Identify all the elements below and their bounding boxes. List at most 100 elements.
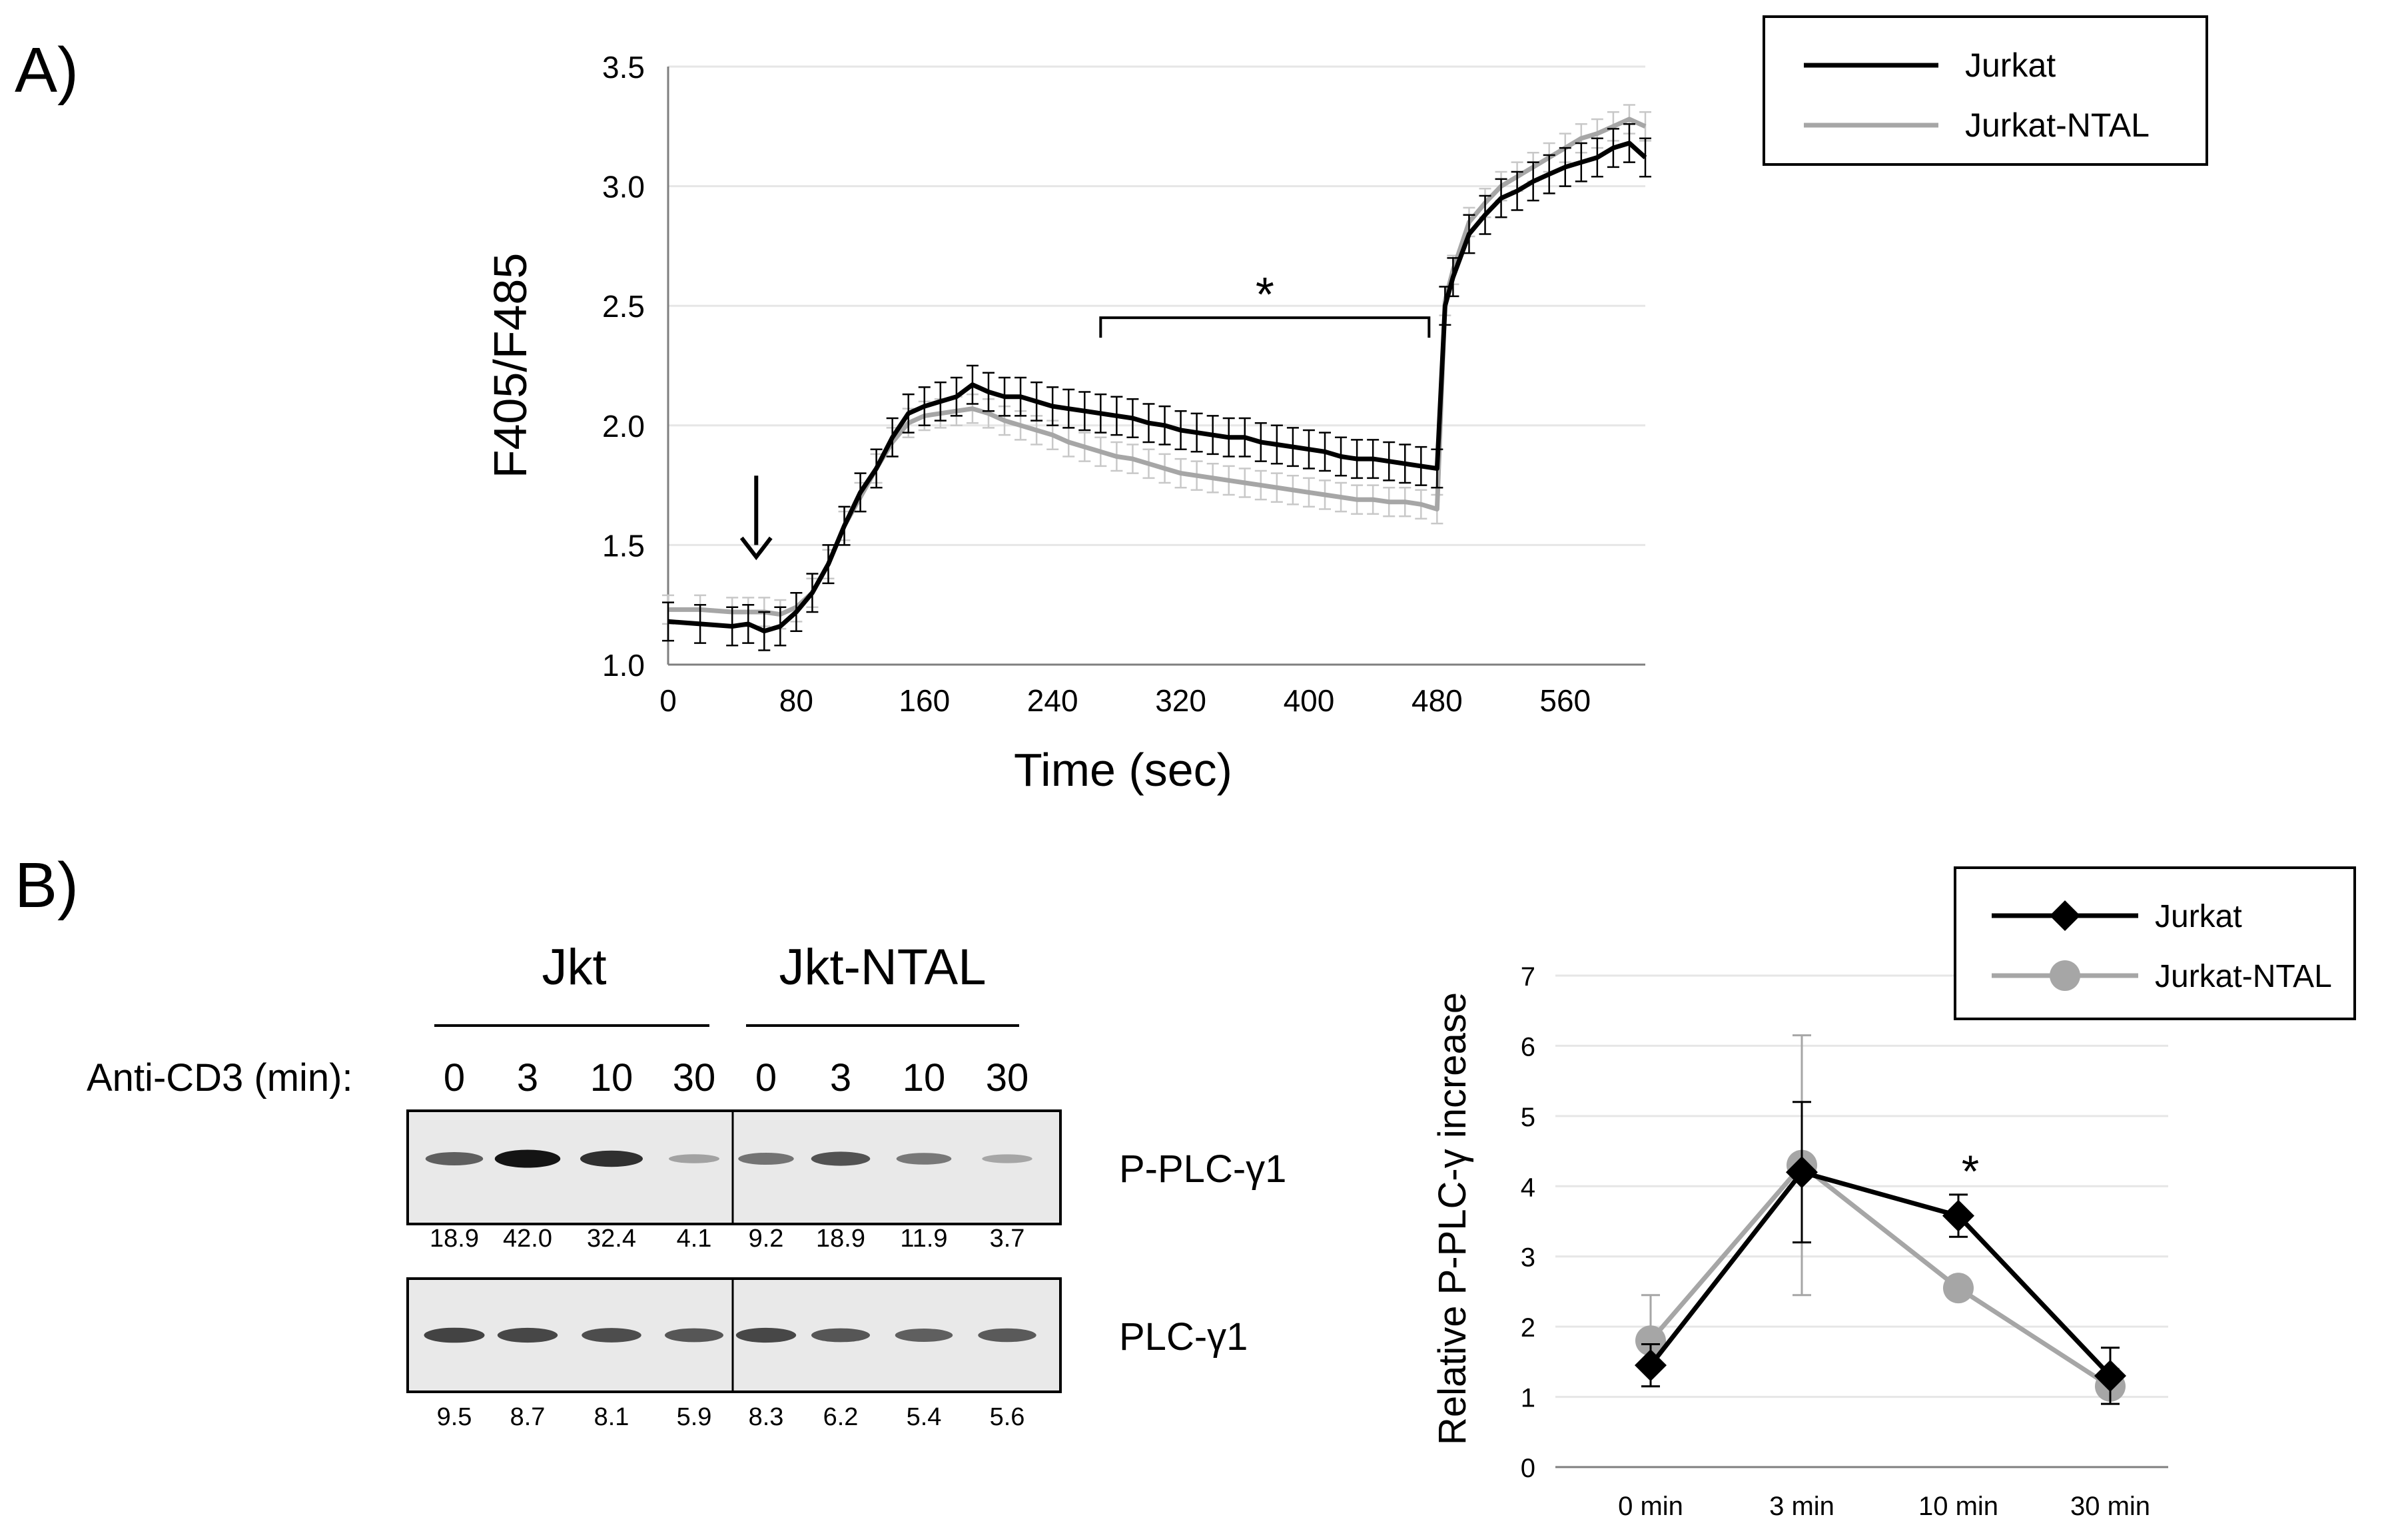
blot-band bbox=[424, 1327, 485, 1343]
blot-quant-value: 8.7 bbox=[510, 1403, 546, 1431]
blot-row-label: PLC-γ1 bbox=[1119, 1315, 1248, 1359]
chart-b-y-tick: 2 bbox=[1521, 1313, 1535, 1343]
chart-b-y-tick: 1 bbox=[1521, 1384, 1535, 1413]
blot-quant-value: 42.0 bbox=[503, 1225, 552, 1253]
chart-b-point-diamond bbox=[1786, 1156, 1818, 1189]
blot-quant-value: 5.9 bbox=[677, 1403, 712, 1431]
blot-timepoint-label: 0 bbox=[444, 1056, 465, 1099]
blot-timepoint-label: 3 bbox=[830, 1056, 851, 1099]
western-blot: Jkt Jkt-NTAL Anti-CD3 (min): 0 3 10 30 0 3 10 3… bbox=[87, 939, 1286, 1431]
chart-b-y-tick: 4 bbox=[1521, 1173, 1535, 1202]
chart-a-y-tick: 2.0 bbox=[602, 409, 645, 444]
chart-a-y-tick: 1.0 bbox=[602, 648, 645, 683]
blot-quant-value: 6.2 bbox=[823, 1403, 859, 1431]
chart-b-series-line bbox=[1649, 1163, 2112, 1388]
blot-band bbox=[895, 1329, 953, 1342]
blot-quant-value: 5.4 bbox=[907, 1403, 942, 1431]
blot-band bbox=[580, 1150, 643, 1167]
blot-timepoint-label: 30 bbox=[986, 1056, 1029, 1099]
blot-band bbox=[982, 1154, 1032, 1163]
chart-b-y-tick: 3 bbox=[1521, 1243, 1535, 1273]
chart-a-legend-box bbox=[1763, 15, 2208, 166]
chart-a-series-line bbox=[668, 117, 1647, 617]
chart-b-point-circle bbox=[1943, 1273, 1974, 1304]
legend-b-jurkat-label: Jurkat bbox=[2155, 899, 2242, 934]
blot-quant-value: 11.9 bbox=[900, 1225, 947, 1253]
chart-b-point-diamond bbox=[1635, 1349, 1667, 1382]
blot-quant-value: 4.1 bbox=[677, 1225, 712, 1253]
legend-b-ntal-label: Jurkat-NTAL bbox=[2155, 959, 2332, 994]
chart-a-y-tick: 3.0 bbox=[602, 170, 645, 204]
arrow-head bbox=[739, 536, 773, 561]
significance-bracket bbox=[1099, 316, 1431, 338]
chart-a-y-axis-label: F405/F485 bbox=[484, 253, 536, 479]
blot-quant-value: 18.9 bbox=[816, 1225, 865, 1253]
legend-b-ntal-circle-icon bbox=[2050, 960, 2080, 991]
blot-band bbox=[665, 1328, 723, 1343]
chart-a-y-tick: 2.5 bbox=[602, 289, 645, 324]
blot-panel bbox=[406, 1109, 1062, 1225]
blot-group-jkt: Jkt bbox=[542, 939, 606, 996]
chart-b-significance-star: * bbox=[1962, 1146, 1979, 1197]
chart-b-legend: Jurkat Jurkat-NTAL bbox=[1954, 866, 2356, 1020]
blot-timepoint-label: 10 bbox=[903, 1056, 946, 1099]
chart-a-x-tick: 160 bbox=[899, 683, 950, 718]
legend-b-jurkat-diamond-icon bbox=[2050, 900, 2080, 931]
legend-ntal-label: Jurkat-NTAL bbox=[1965, 107, 2150, 144]
chart-b-y-axis-label: Relative P-PLC-γ increase bbox=[1431, 992, 1474, 1445]
blot-rows: P-PLC-γ1 18.9 42.0 32.4 4.1 9.2 18.9 11.9 3.7 PLC… bbox=[406, 1109, 1286, 1431]
chart-b-series bbox=[1635, 1034, 2126, 1405]
chart-b-y-tick: 5 bbox=[1521, 1103, 1535, 1132]
chart-a-x-tick: 240 bbox=[1027, 683, 1078, 718]
legend-jurkat-label: Jurkat bbox=[1965, 47, 2056, 84]
blot-band bbox=[896, 1153, 952, 1165]
chart-b-series-jurkat-ntal bbox=[1635, 1034, 2126, 1405]
blot-quant-value: 8.1 bbox=[594, 1403, 629, 1431]
chart-b-x-tick: 3 min bbox=[1769, 1492, 1834, 1521]
chart-a-x-tick: 480 bbox=[1411, 683, 1463, 718]
blot-quant-value: 5.6 bbox=[990, 1403, 1025, 1431]
blot-row: PLC-γ1 9.5 8.7 8.1 5.9 8.3 6.2 5.4 5.6 bbox=[406, 1277, 1248, 1431]
chart-b-x-tick: 0 min bbox=[1618, 1492, 1683, 1521]
blot-band bbox=[425, 1152, 484, 1165]
blot-row: P-PLC-γ1 18.9 42.0 32.4 4.1 9.2 18.9 11.9 3.7 bbox=[406, 1109, 1286, 1253]
panel-a-label: A) bbox=[15, 35, 79, 106]
blot-quant-value: 9.5 bbox=[437, 1403, 472, 1431]
blot-band bbox=[811, 1328, 870, 1343]
chart-a-y-tick: 1.5 bbox=[602, 528, 645, 563]
chart-b-point-diamond bbox=[1942, 1199, 1974, 1232]
chart-a-series bbox=[662, 104, 1651, 651]
blot-band bbox=[978, 1328, 1036, 1343]
blot-timepoint-label: 10 bbox=[590, 1056, 633, 1099]
chart-b-y-tick: 7 bbox=[1521, 962, 1535, 992]
blot-band bbox=[497, 1327, 558, 1343]
blot-quant-value: 32.4 bbox=[587, 1225, 636, 1253]
chart-b-series-jurkat bbox=[1635, 1101, 2126, 1405]
blot-band bbox=[582, 1328, 641, 1343]
blot-treatment-label: Anti-CD3 (min): bbox=[87, 1056, 353, 1099]
blot-timepoint-labels: 0 3 10 30 0 3 10 30 bbox=[444, 1056, 1028, 1099]
blot-group-jkt-ntal: Jkt-NTAL bbox=[779, 939, 986, 996]
chart-a-legend: Jurkat Jurkat-NTAL bbox=[1763, 15, 2208, 166]
blot-quant-value: 3.7 bbox=[990, 1225, 1025, 1253]
chart-a-x-tick-labels: 0 80 160 240 320 400 480 560 bbox=[659, 683, 1591, 718]
blot-band bbox=[738, 1152, 794, 1165]
blot-quant-value: 8.3 bbox=[749, 1403, 784, 1431]
blot-quant-value: 9.2 bbox=[749, 1225, 784, 1253]
chart-b-x-tick-labels: 0 min 3 min 10 min 30 min bbox=[1618, 1492, 2150, 1521]
stimulus-arrow-icon bbox=[739, 475, 773, 561]
blot-quant-value: 18.9 bbox=[430, 1225, 479, 1253]
chart-a-x-tick: 320 bbox=[1155, 683, 1206, 718]
blot-timepoint-label: 3 bbox=[517, 1056, 538, 1099]
chart-a-series-jurkat bbox=[662, 123, 1651, 651]
calcium-flux-chart: 1.0 1.5 2.0 2.5 3.0 3.5 0 80 160 240 320 400 480 560… bbox=[484, 15, 2208, 796]
chart-b-x-tick: 10 min bbox=[1918, 1492, 1998, 1521]
chart-a-x-axis-label: Time (sec) bbox=[1014, 744, 1232, 796]
chart-b-y-tick: 6 bbox=[1521, 1032, 1535, 1062]
chart-a-x-tick: 80 bbox=[779, 683, 813, 718]
blot-timepoint-label: 0 bbox=[755, 1056, 777, 1099]
chart-b-point-circle bbox=[1635, 1325, 1666, 1357]
blot-timepoint-label: 30 bbox=[673, 1056, 716, 1099]
blot-band bbox=[669, 1154, 719, 1163]
